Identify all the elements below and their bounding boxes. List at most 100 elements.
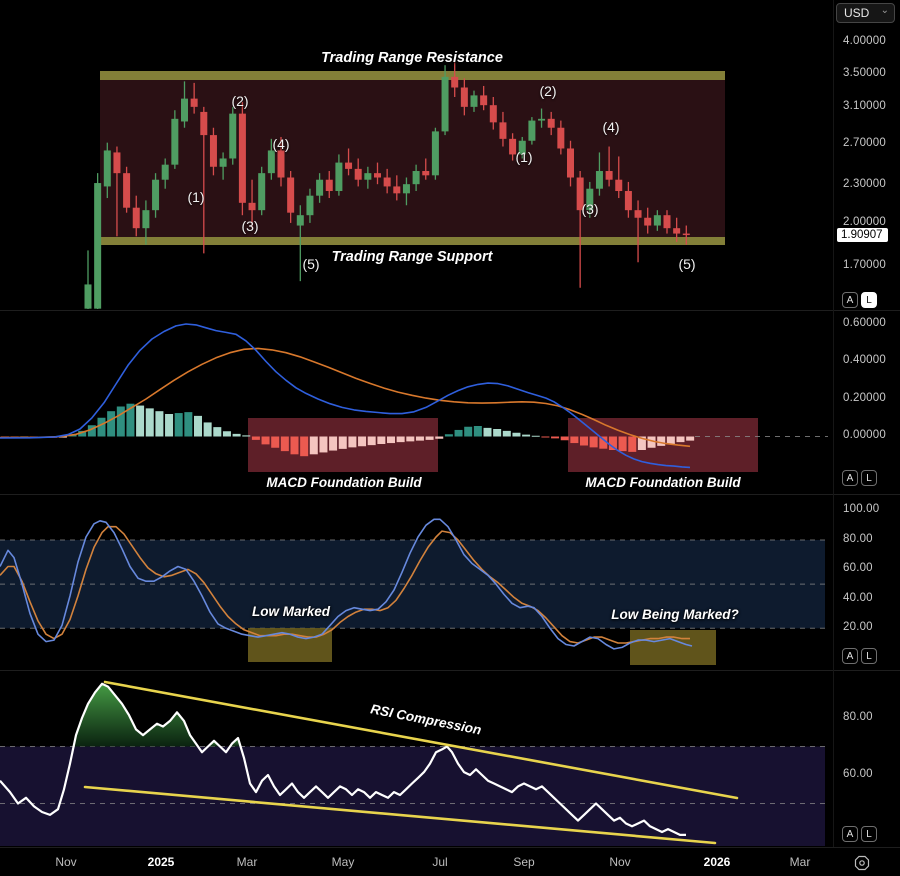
macd-histogram-bar xyxy=(599,436,608,449)
candle-body xyxy=(634,210,642,218)
candle-body xyxy=(335,162,343,192)
support-label[interactable]: Trading Range Support xyxy=(331,249,493,265)
macd-histogram-bar xyxy=(657,436,666,446)
wave-label-4[interactable]: (4) xyxy=(272,136,290,152)
rsi-overbought-fill xyxy=(73,683,198,747)
candle-body xyxy=(576,177,584,211)
rsi-tick: 60.00 xyxy=(843,768,873,780)
chevron-down-icon: ⌄ xyxy=(880,5,889,16)
candle-body xyxy=(161,164,169,180)
candle-body xyxy=(113,152,121,174)
candle-body xyxy=(460,87,468,107)
candle-body xyxy=(200,111,208,136)
macd-histogram-bar xyxy=(608,436,617,450)
candle-body xyxy=(219,158,227,167)
wave-label-1[interactable]: (1) xyxy=(515,149,533,165)
price-tick: 1.70000 xyxy=(843,259,886,271)
panel-separator[interactable] xyxy=(0,494,900,495)
auto-scale-button[interactable]: A xyxy=(842,470,858,486)
auto-scale-button[interactable]: A xyxy=(842,648,858,664)
macd-histogram-bar xyxy=(618,436,627,452)
wave-label-3[interactable]: (3) xyxy=(241,218,259,234)
log-scale-button[interactable]: L xyxy=(861,292,877,308)
panel-separator[interactable] xyxy=(0,670,900,671)
wave-label-5[interactable]: (5) xyxy=(678,256,696,272)
macd-histogram-bar xyxy=(280,436,289,452)
macd-histogram-bar xyxy=(464,426,473,437)
macd-histogram-bar xyxy=(203,422,212,437)
wave-label-2[interactable]: (2) xyxy=(539,83,557,99)
candle-body xyxy=(181,98,188,122)
candle-body xyxy=(431,131,439,176)
candle-body xyxy=(238,113,246,203)
candle-body xyxy=(499,122,507,139)
low-marked-label[interactable]: Low Marked xyxy=(251,604,331,619)
rsi-tick: 80.00 xyxy=(843,711,873,723)
candle-body xyxy=(190,98,198,107)
macd-histogram-bar xyxy=(309,436,318,455)
macd-histogram-bar xyxy=(435,436,444,439)
macd-histogram-bar xyxy=(194,415,202,437)
candle-body xyxy=(605,171,613,180)
candle-body xyxy=(489,105,497,123)
time-tick: May xyxy=(331,855,355,869)
rsi-trendline xyxy=(103,680,739,800)
resistance-label[interactable]: Trading Range Resistance xyxy=(321,50,503,66)
stoch-tick: 40.00 xyxy=(843,592,873,604)
macd-foundation-label[interactable]: MACD Foundation Build xyxy=(266,475,422,490)
auto-scale-button[interactable]: A xyxy=(842,292,858,308)
macd-histogram-bar xyxy=(165,414,174,437)
wave-label-4[interactable]: (4) xyxy=(602,119,620,135)
stoch-tick: 20.00 xyxy=(843,621,873,633)
candle-body xyxy=(673,228,681,234)
panel-separator xyxy=(0,847,900,848)
macd-histogram-bar xyxy=(387,436,395,444)
auto-scale-button[interactable]: A xyxy=(842,826,858,842)
time-axis[interactable]: Nov 2025 Mar May Jul Sep Nov 2026 Mar xyxy=(0,848,900,876)
log-scale-button[interactable]: L xyxy=(861,826,877,842)
candle-body xyxy=(277,150,285,178)
candle-body xyxy=(451,76,459,88)
macd-histogram-bar xyxy=(647,436,656,448)
candle-body xyxy=(383,177,391,187)
axis-settings-icon[interactable] xyxy=(854,855,870,871)
macd-histogram-bar xyxy=(686,436,695,441)
macd-histogram-bar xyxy=(473,426,482,437)
macd-histogram-bar xyxy=(97,417,106,437)
candle-body xyxy=(267,150,275,174)
macd-panel-scale-buttons: A L xyxy=(842,470,877,486)
time-tick: Sep xyxy=(513,855,535,869)
wave-label-3[interactable]: (3) xyxy=(581,201,599,217)
macd-histogram-bar xyxy=(637,436,646,450)
low-being-marked-label[interactable]: Low Being Marked? xyxy=(611,607,739,622)
wave-label-2[interactable]: (2) xyxy=(231,93,249,109)
macd-histogram-bar xyxy=(560,436,569,441)
log-scale-button[interactable]: L xyxy=(861,470,877,486)
macd-histogram-bar xyxy=(396,436,405,443)
stoch-low-box xyxy=(630,630,716,665)
macd-histogram-bar xyxy=(531,435,540,437)
macd-histogram-bar xyxy=(541,436,550,438)
macd-histogram-bar xyxy=(348,436,357,448)
wave-label-5[interactable]: (5) xyxy=(302,256,320,272)
candle-body xyxy=(441,76,449,132)
macd-foundation-label[interactable]: MACD Foundation Build xyxy=(585,475,741,490)
candle-body xyxy=(209,135,217,167)
macd-histogram-bar xyxy=(232,433,241,437)
macd-histogram-bar xyxy=(628,436,637,452)
price-tick: 3.10000 xyxy=(843,100,886,112)
macd-histogram-bar xyxy=(551,436,560,439)
price-tick: 2.70000 xyxy=(843,137,886,149)
candle-body xyxy=(296,215,304,226)
candle-body xyxy=(142,210,150,229)
macd-histogram-bar xyxy=(126,403,135,437)
panel-separator[interactable] xyxy=(0,310,900,311)
log-scale-button[interactable]: L xyxy=(861,648,877,664)
macd-histogram-bar xyxy=(512,432,521,437)
candle-body xyxy=(287,177,295,213)
wave-label-1[interactable]: (1) xyxy=(187,189,205,205)
candle-body xyxy=(132,207,140,229)
currency-selector[interactable]: USD ⌄ xyxy=(836,3,895,23)
stoch-tick: 60.00 xyxy=(843,562,873,574)
